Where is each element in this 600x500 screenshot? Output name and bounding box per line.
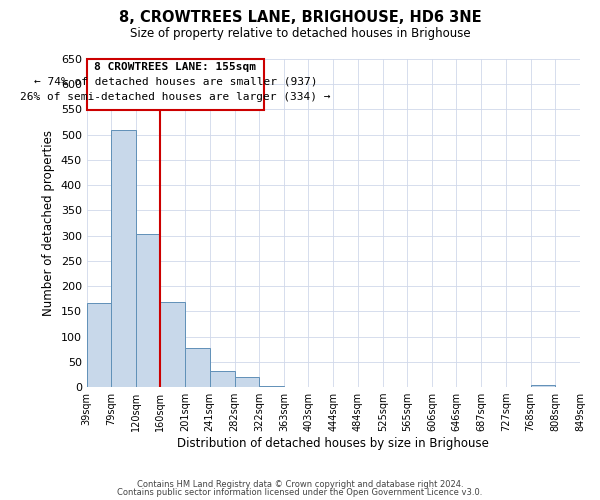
Text: 26% of semi-detached houses are larger (334) →: 26% of semi-detached houses are larger (…: [20, 92, 331, 102]
FancyBboxPatch shape: [87, 59, 264, 110]
Bar: [530, 384, 555, 387]
Text: Size of property relative to detached houses in Brighouse: Size of property relative to detached ho…: [130, 28, 470, 40]
Text: Contains HM Land Registry data © Crown copyright and database right 2024.: Contains HM Land Registry data © Crown c…: [137, 480, 463, 489]
Bar: [210, 371, 235, 387]
Bar: [87, 303, 111, 387]
Bar: [111, 130, 136, 387]
Bar: [235, 377, 259, 387]
Y-axis label: Number of detached properties: Number of detached properties: [42, 130, 55, 316]
Text: 8 CROWTREES LANE: 155sqm: 8 CROWTREES LANE: 155sqm: [94, 62, 256, 72]
Text: 8, CROWTREES LANE, BRIGHOUSE, HD6 3NE: 8, CROWTREES LANE, BRIGHOUSE, HD6 3NE: [119, 10, 481, 25]
Bar: [185, 348, 210, 387]
Text: ← 74% of detached houses are smaller (937): ← 74% of detached houses are smaller (93…: [34, 77, 317, 87]
Text: Contains public sector information licensed under the Open Government Licence v3: Contains public sector information licen…: [118, 488, 482, 497]
Bar: [160, 302, 185, 387]
X-axis label: Distribution of detached houses by size in Brighouse: Distribution of detached houses by size …: [178, 437, 489, 450]
Bar: [580, 384, 600, 387]
Bar: [259, 386, 284, 387]
Bar: [136, 234, 160, 387]
